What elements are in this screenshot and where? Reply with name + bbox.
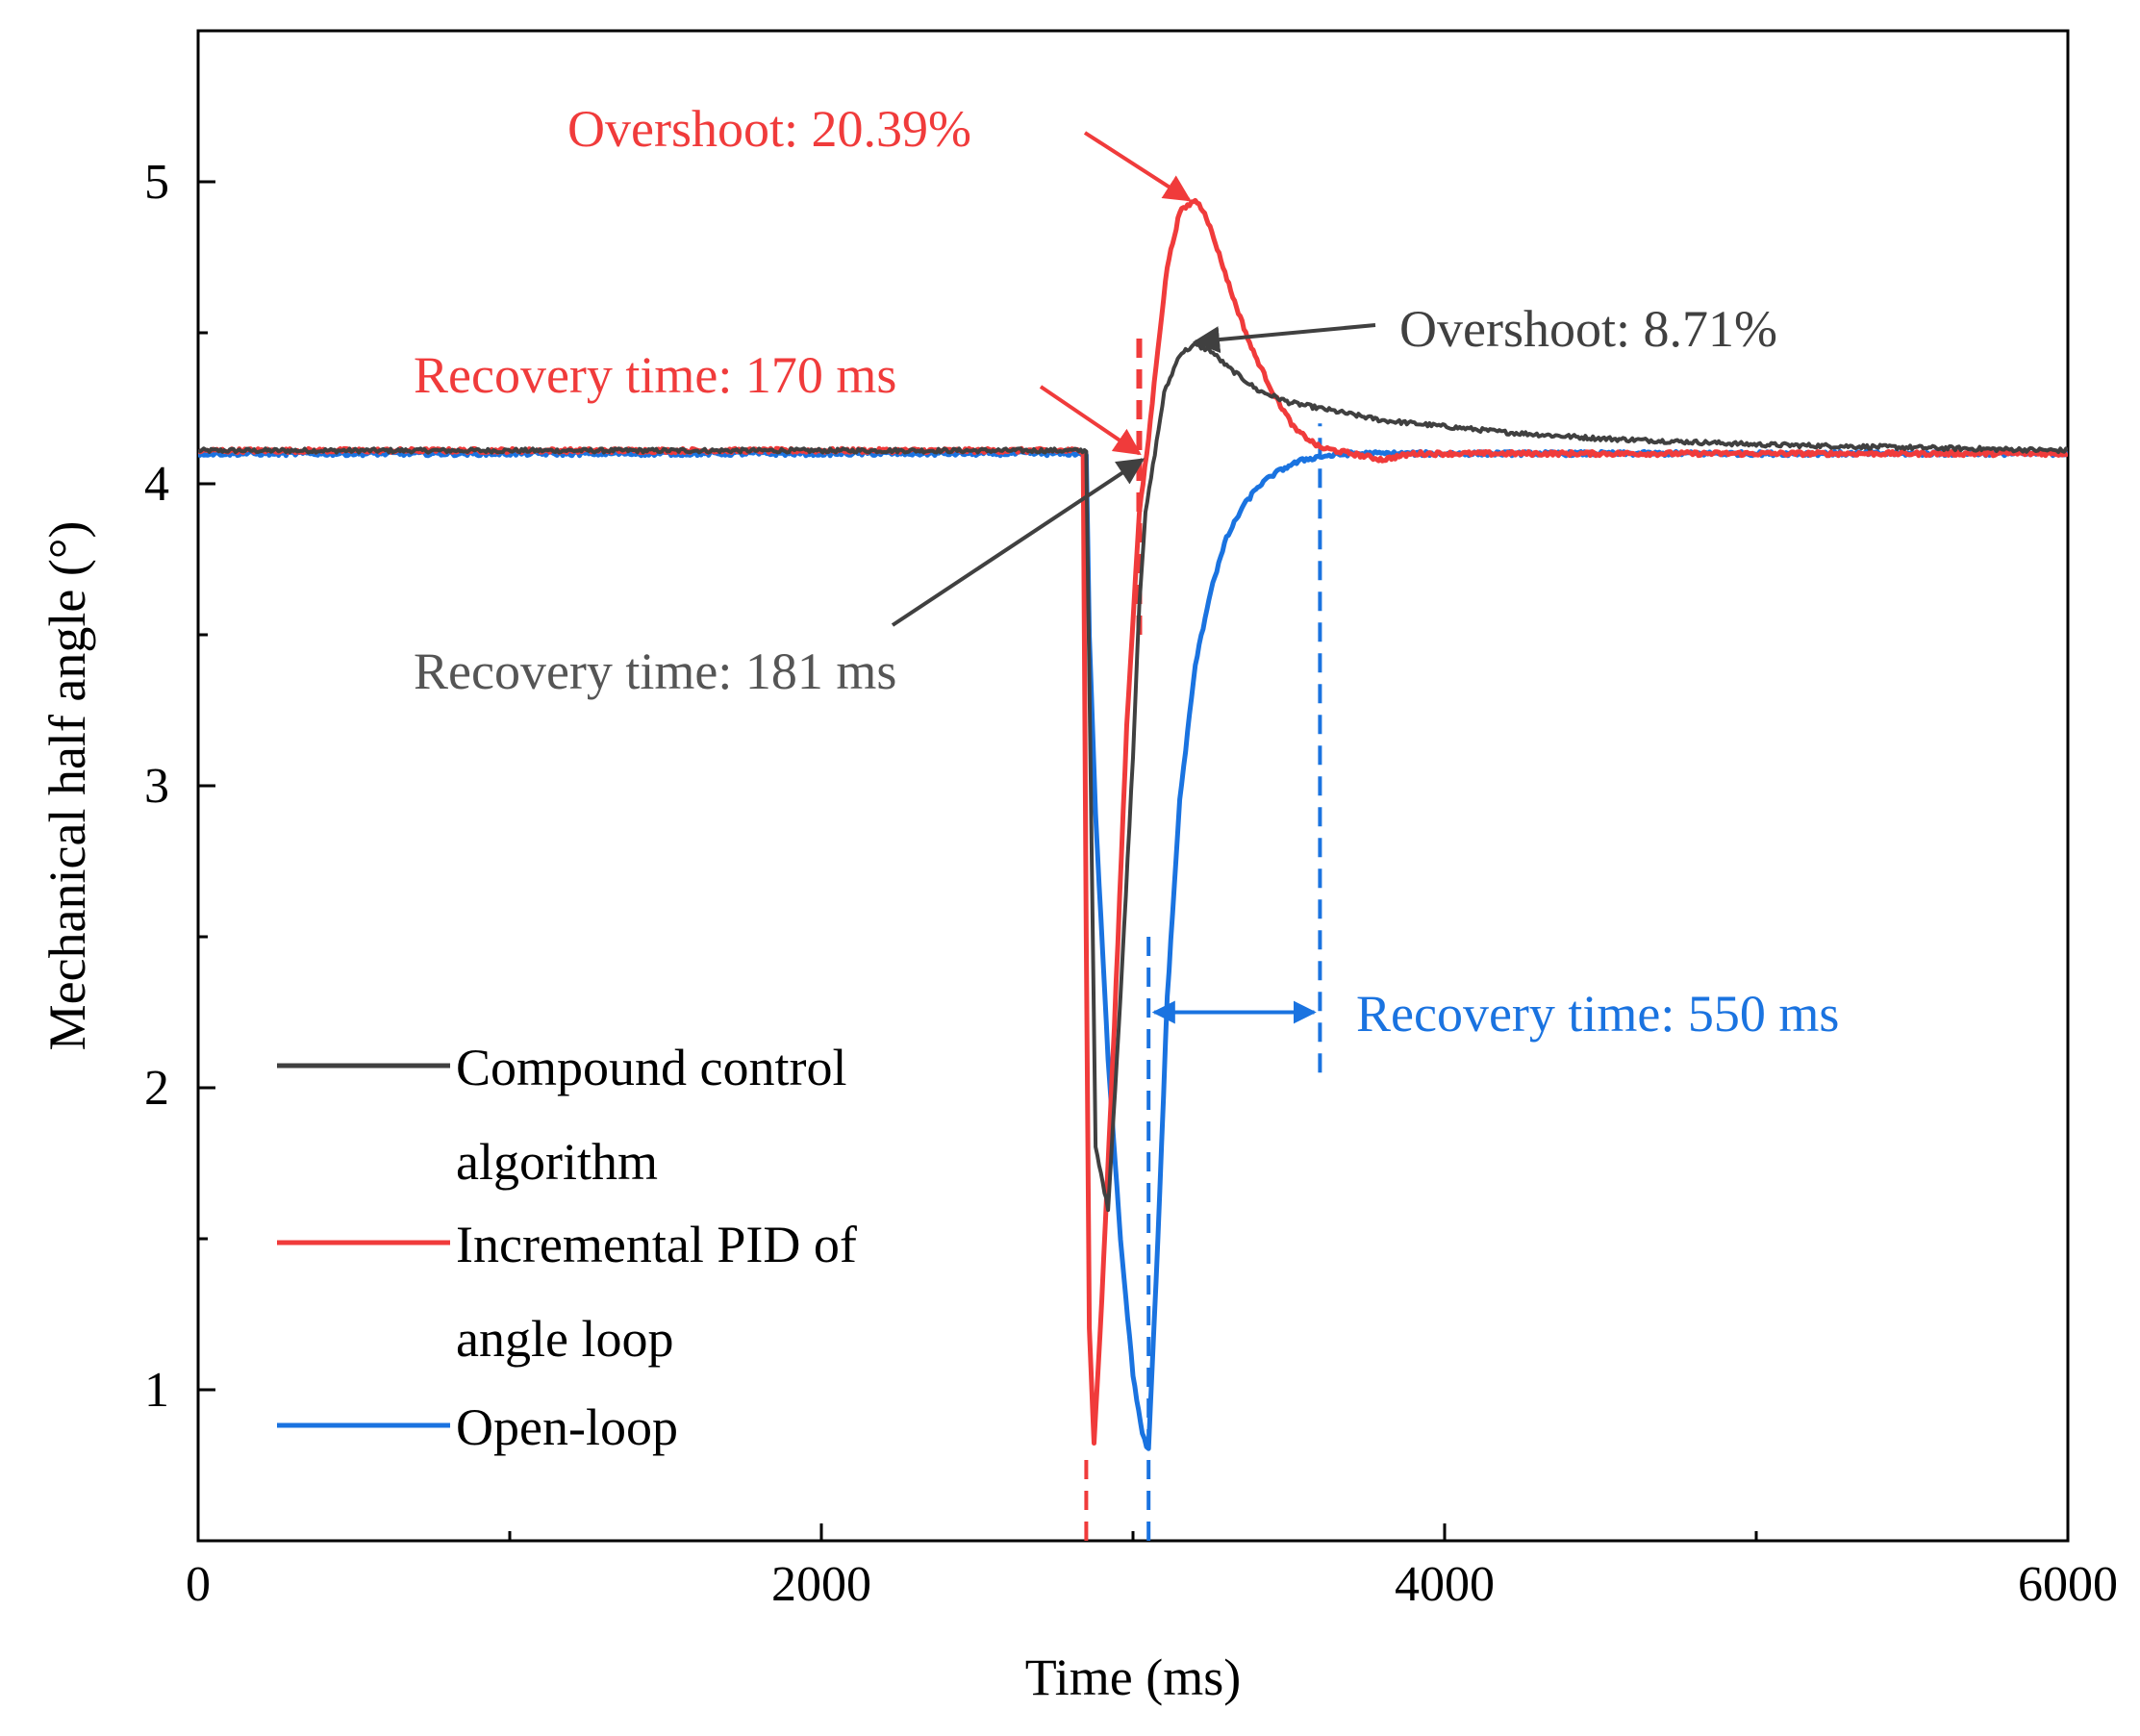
arrow-red-recovery <box>1039 385 1142 456</box>
annotation-gray-recovery: Recovery time: 181 ms <box>414 642 896 700</box>
x-tick-label-2000: 2000 <box>771 1557 871 1612</box>
legend-label-compound-control-line1: Compound control <box>456 1039 846 1096</box>
arrow-red-overshoot <box>1083 131 1192 202</box>
x-axis-label: Time (ms) <box>1025 1648 1242 1706</box>
x-tick-label-6000: 6000 <box>2018 1557 2118 1612</box>
annotations: Overshoot: 20.39% Recovery time: 170 ms … <box>414 100 1839 1043</box>
y-axis-label: Mechanical half angle (°) <box>38 521 96 1051</box>
reference-lines <box>1084 333 1322 1541</box>
arrow-gray-recovery <box>891 458 1146 627</box>
annotation-blue-recovery: Recovery time: 550 ms <box>1356 985 1839 1043</box>
x-tick-label-4000: 4000 <box>1395 1557 1495 1612</box>
annotation-red-recovery: Recovery time: 170 ms <box>414 346 896 404</box>
y-tick-label-4: 4 <box>144 457 169 512</box>
arrow-gray-overshoot <box>1193 323 1376 354</box>
x-tick-label-0: 0 <box>186 1557 211 1612</box>
y-tick-label-3: 3 <box>144 759 169 814</box>
annotation-gray-overshoot: Overshoot: 8.71% <box>1399 300 1777 358</box>
x-axis-ticks <box>196 1523 2070 1541</box>
y-axis-ticks <box>198 180 215 1392</box>
y-tick-labels: 1 2 3 4 5 <box>144 155 169 1418</box>
y-tick-label-2: 2 <box>144 1061 169 1116</box>
legend-label-compound-control-line2: algorithm <box>456 1133 658 1191</box>
legend-label-incremental-pid-line1: Incremental PID of <box>456 1216 857 1273</box>
y-tick-label-1: 1 <box>144 1363 169 1418</box>
legend: Compound control algorithm Incremental P… <box>277 1039 857 1456</box>
legend-label-open-loop: Open-loop <box>456 1398 678 1456</box>
y-tick-label-5: 5 <box>144 155 169 210</box>
x-tick-labels: 0 2000 4000 6000 <box>186 1557 2118 1612</box>
legend-label-incremental-pid-line2: angle loop <box>456 1310 673 1368</box>
annotation-red-overshoot: Overshoot: 20.39% <box>567 100 971 158</box>
series-line-compound-control <box>198 341 2068 1213</box>
